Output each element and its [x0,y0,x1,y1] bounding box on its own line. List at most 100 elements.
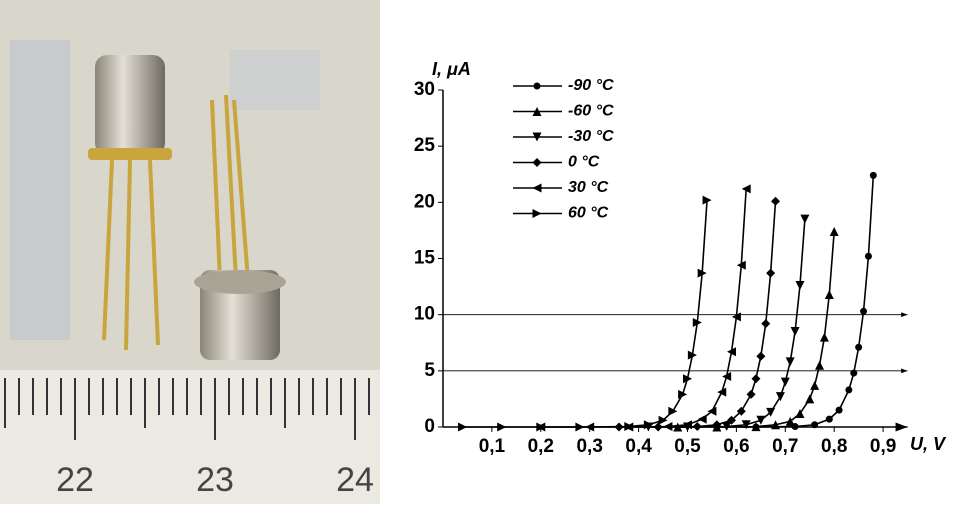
data-point [855,343,863,351]
data-point [805,394,815,404]
series-line [677,231,835,428]
data-point [722,371,732,381]
legend-marker [532,132,542,142]
series-line [648,219,806,428]
data-point [795,280,805,290]
legend-marker [532,209,542,218]
data-point [746,389,756,399]
data-point [771,196,781,206]
transistor-flange [88,148,172,160]
legend-label: 30 °C [568,179,609,196]
transistor-flange [194,270,286,294]
data-point [727,415,737,425]
data-point [458,422,468,432]
y-axis-label: I, μA [432,59,471,79]
data-point [707,406,717,416]
data-point [683,420,692,430]
data-point [741,420,751,430]
data-point [860,307,868,315]
data-point [736,406,746,416]
x-tick-label: 0,5 [674,436,701,457]
legend-marker [532,158,542,167]
data-point [727,347,737,357]
ruler [0,370,380,504]
data-point [756,415,766,425]
x-axis-label: U, V [910,434,947,454]
data-point [668,406,678,416]
data-point [722,422,732,432]
data-point [815,360,825,370]
data-point [810,380,820,390]
data-point [658,415,668,425]
data-point [766,407,776,417]
data-point [785,357,795,367]
ruler-label: 22 [56,461,94,499]
y-tick-label: 30 [414,79,435,100]
ruler-label: 24 [336,461,374,499]
data-point [811,421,819,429]
data-point [683,374,692,384]
series-line [716,175,875,428]
legend-marker [533,82,541,90]
data-point [687,350,697,360]
transistor-can [95,55,165,155]
data-point [766,268,776,278]
data-point [850,369,858,377]
data-point [692,318,702,328]
data-point [824,289,834,299]
data-point [771,420,781,430]
data-point [717,387,727,397]
ruler-ticks: 22 23 24 [4,378,374,499]
data-point [731,312,741,322]
data-point [829,227,839,237]
y-tick-label: 5 [424,360,435,381]
data-point [775,392,785,402]
legend-label: -30 °C [568,128,614,145]
data-point [756,351,766,361]
y-tick-label: 15 [414,248,436,269]
data-point [825,415,833,423]
data-point [835,406,843,414]
data-point [678,389,688,399]
y-tick-label: 20 [414,191,435,212]
series-line [462,200,708,428]
data-point [869,171,877,179]
legend-label: 60 °C [568,205,609,222]
data-point [702,195,712,205]
photo-stripe [230,50,320,110]
y-tick-label: 0 [424,416,435,437]
data-point [663,422,673,432]
legend-label: -90 °C [568,77,614,94]
data-point [624,422,634,432]
y-tick-label: 25 [414,135,436,156]
data-point [497,422,507,432]
data-point [795,409,805,419]
legend-label: 0 °C [568,154,600,171]
data-point [712,420,722,430]
data-point [864,252,872,260]
x-tick-label: 0,7 [772,436,798,457]
data-point [575,422,585,432]
data-point [736,260,746,270]
legend-marker [532,183,542,193]
ruler-label: 23 [196,461,234,499]
x-tick-label: 0,2 [528,436,554,457]
data-point [643,420,653,430]
data-point [819,332,829,342]
data-point [751,374,761,384]
x-tick-label: 0,3 [576,436,602,457]
data-point [761,319,771,329]
data-point [741,184,751,194]
x-tick-label: 0,6 [723,436,749,457]
data-point [751,422,761,432]
x-tick-label: 0,9 [870,436,896,457]
data-point [692,422,702,432]
data-point [780,377,790,387]
data-point [697,268,707,278]
data-point [845,386,853,394]
y-tick-label: 10 [414,304,435,325]
legend-marker [532,107,542,116]
data-point [785,416,795,426]
